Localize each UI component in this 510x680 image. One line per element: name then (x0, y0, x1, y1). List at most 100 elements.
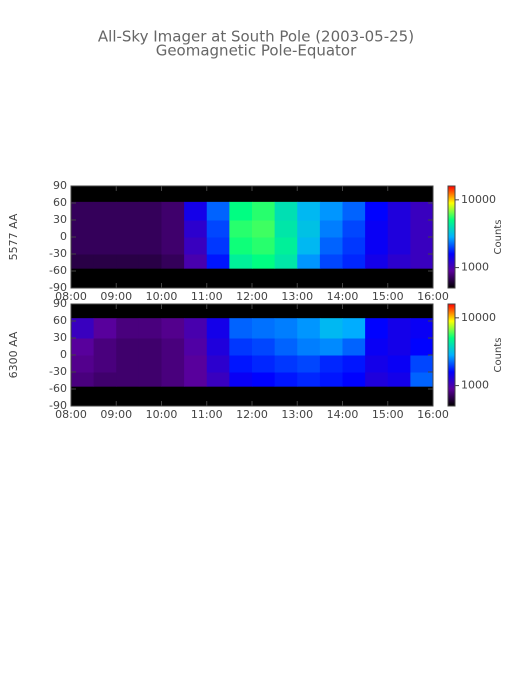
heat-cell (297, 355, 321, 373)
heat-cell (387, 254, 411, 269)
heat-cell (138, 318, 162, 339)
heat-cell (387, 372, 411, 387)
heat-cell (71, 338, 95, 356)
y-tick-label: -30 (49, 247, 67, 260)
heat-cell (138, 254, 162, 269)
heat-cell (365, 201, 389, 221)
y-tick-label: -60 (49, 382, 67, 395)
heat-cell (161, 237, 185, 255)
heat-cell (252, 237, 276, 255)
heat-cell (93, 318, 117, 339)
y-tick-label: 90 (53, 297, 67, 310)
heat-cell (229, 338, 253, 356)
heat-cell (184, 318, 208, 339)
heat-cell (184, 220, 208, 238)
heat-cell (138, 355, 162, 373)
heat-cell (342, 355, 366, 373)
y-tick-label: 0 (60, 230, 67, 243)
heat-cell (93, 338, 117, 356)
heat-cell (161, 355, 185, 373)
colorbar-tick-label: 1000 (461, 261, 489, 274)
x-tick-label: 10:00 (146, 408, 178, 421)
heat-cell (319, 338, 343, 356)
colorbar-label: Counts (493, 338, 504, 373)
heat-cell (116, 237, 140, 255)
heat-cell (161, 338, 185, 356)
heat-cell (410, 355, 434, 373)
heat-cell (93, 254, 117, 269)
heat-cell (206, 220, 230, 238)
heat-cell (206, 338, 230, 356)
heat-cell (138, 372, 162, 387)
heat-cell (71, 237, 95, 255)
x-tick-label: 14:00 (327, 408, 359, 421)
heat-cell (71, 254, 95, 269)
heat-cell (274, 201, 298, 221)
x-tick-label: 12:00 (236, 290, 268, 303)
heat-cell (342, 254, 366, 269)
y-tick-label: -90 (49, 281, 67, 294)
heat-cell (184, 237, 208, 255)
colorbar-tick-label: 1000 (461, 379, 489, 392)
heat-cell (161, 201, 185, 221)
heat-cell (342, 372, 366, 387)
heat-cell (410, 237, 434, 255)
colorbar-label: Counts (493, 220, 504, 255)
heat-cell (319, 220, 343, 238)
heat-cell (365, 220, 389, 238)
y-tick-label: 60 (53, 314, 67, 327)
heat-cell (319, 237, 343, 255)
heat-cell (116, 372, 140, 387)
x-tick-label: 15:00 (372, 290, 404, 303)
heat-cell (342, 237, 366, 255)
heat-cell (319, 372, 343, 387)
heat-cell (297, 201, 321, 221)
heat-cell (71, 201, 95, 221)
heat-cell (365, 372, 389, 387)
heat-cell (71, 220, 95, 238)
heat-cell (116, 220, 140, 238)
heat-cell (93, 201, 117, 221)
heat-cell (319, 355, 343, 373)
colorbar-tick-label: 10000 (461, 193, 496, 206)
x-tick-label: 10:00 (146, 290, 178, 303)
x-tick-label: 09:00 (100, 290, 132, 303)
heat-cell (116, 318, 140, 339)
heat-cell (297, 220, 321, 238)
y-axis-label: 5577 AA (7, 213, 20, 260)
heat-cell (138, 338, 162, 356)
heat-cell (297, 254, 321, 269)
heat-cell (206, 201, 230, 221)
heat-cell (184, 338, 208, 356)
y-axis-label: 6300 AA (7, 331, 20, 378)
x-tick-label: 15:00 (372, 408, 404, 421)
heat-cell (342, 318, 366, 339)
heat-cell (229, 318, 253, 339)
heat-cell (161, 220, 185, 238)
heat-cell (229, 254, 253, 269)
heat-cell (252, 201, 276, 221)
heat-cell (138, 201, 162, 221)
colorbar (447, 303, 456, 407)
heat-cell (116, 254, 140, 269)
heat-cell (342, 338, 366, 356)
heat-cell (387, 201, 411, 221)
heat-cell (274, 355, 298, 373)
heat-cell (274, 220, 298, 238)
heat-cell (319, 318, 343, 339)
heat-cell (297, 318, 321, 339)
heat-cell (410, 220, 434, 238)
heat-cell (274, 237, 298, 255)
chart-title: All-Sky Imager at South Pole (2003-05-25… (98, 28, 414, 46)
heat-cell (387, 338, 411, 356)
heat-cell (365, 254, 389, 269)
heat-cell (229, 201, 253, 221)
heat-cell (274, 372, 298, 387)
heat-cell (229, 220, 253, 238)
heat-cell (93, 355, 117, 373)
heat-cell (410, 372, 434, 387)
x-tick-label: 16:00 (417, 408, 449, 421)
colorbar-tick-label: 10000 (461, 311, 496, 324)
y-tick-label: 0 (60, 348, 67, 361)
